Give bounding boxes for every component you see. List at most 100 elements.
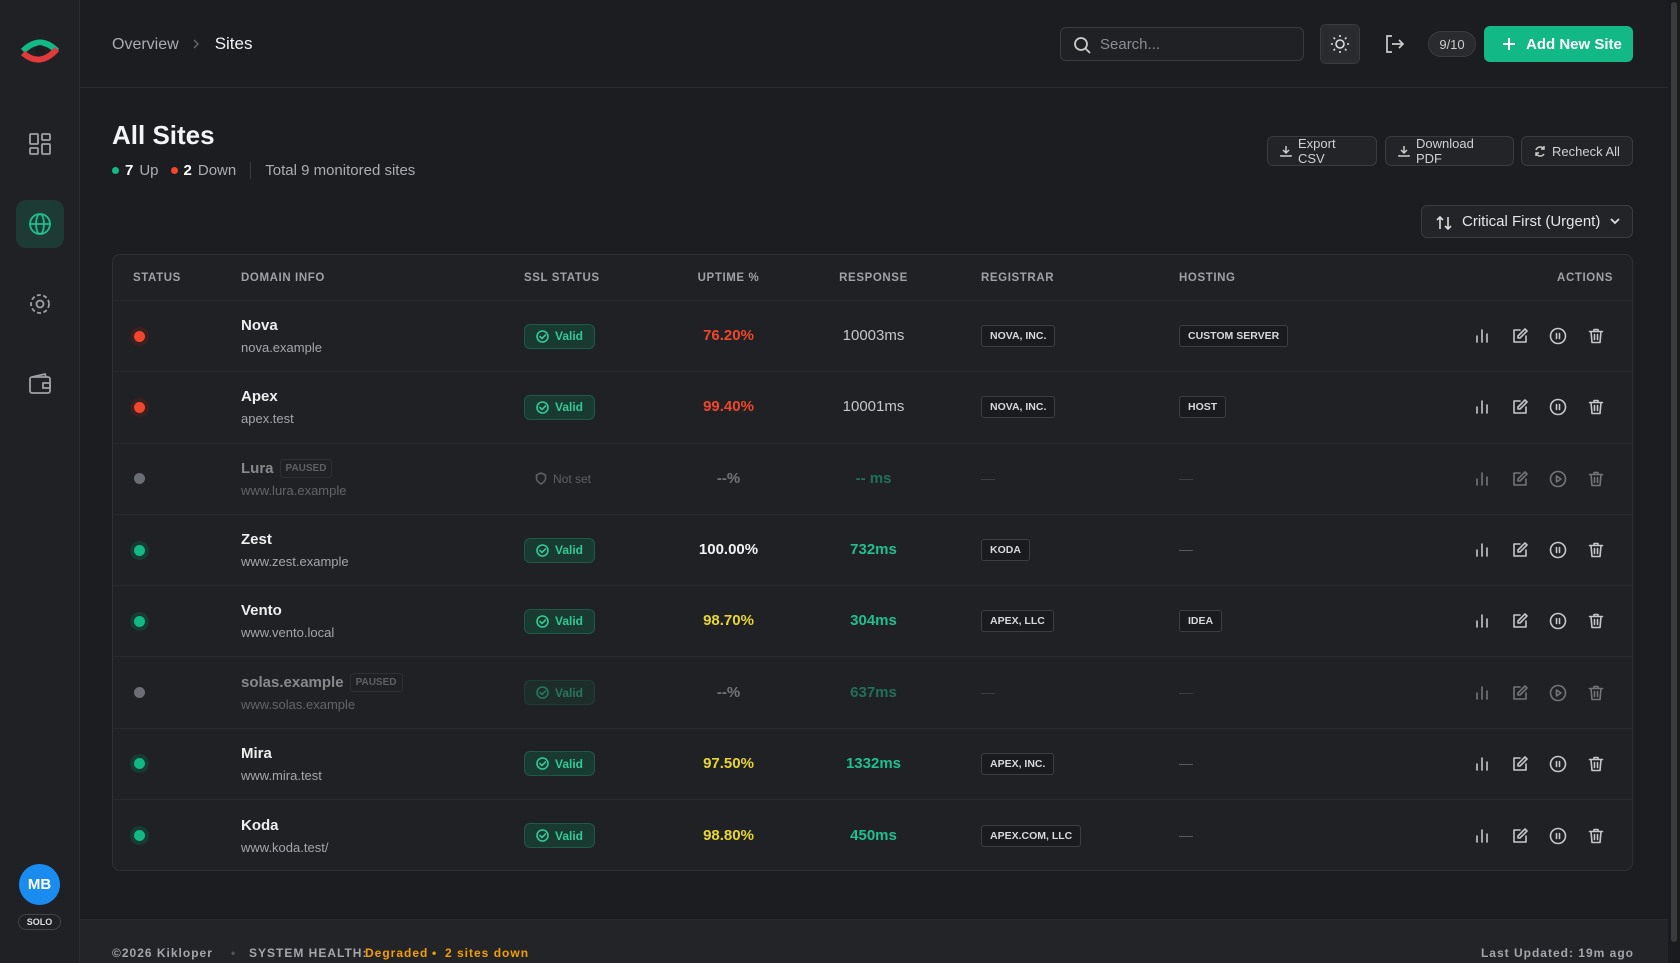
site-name-line: Koda xyxy=(241,817,504,835)
resume-button[interactable] xyxy=(1549,470,1567,488)
ssl-label: Not set xyxy=(553,471,592,486)
pause-button-glyph xyxy=(1549,541,1567,559)
breadcrumb-link[interactable]: Overview xyxy=(112,36,179,53)
breadcrumb: Overview Sites xyxy=(112,34,252,54)
pause-button[interactable] xyxy=(1549,827,1567,845)
ssl-label: Valid xyxy=(555,756,584,771)
site-row[interactable]: solas.example PAUSED www.solas.example Vali… xyxy=(113,657,1632,729)
site-name[interactable]: Koda xyxy=(241,816,279,834)
resume-button[interactable] xyxy=(1549,684,1567,702)
delete-button-glyph xyxy=(1588,328,1604,344)
delete-button[interactable] xyxy=(1587,470,1605,488)
site-name[interactable]: Vento xyxy=(241,602,282,620)
site-name[interactable]: Nova xyxy=(241,317,278,335)
pause-button[interactable] xyxy=(1549,327,1567,345)
hosting-cell: — xyxy=(1159,827,1421,845)
logo[interactable] xyxy=(20,34,60,68)
site-row[interactable]: Vento www.vento.local Valid 98.70% 304ms APEX… xyxy=(113,586,1632,658)
uptime-value: 98.80% xyxy=(703,826,754,844)
stats-button[interactable] xyxy=(1473,684,1491,702)
delete-button[interactable] xyxy=(1587,827,1605,845)
delete-button[interactable] xyxy=(1587,327,1605,345)
stats-button[interactable] xyxy=(1473,755,1491,773)
edit-button[interactable] xyxy=(1511,398,1529,416)
site-row[interactable]: Nova nova.example Valid 76.20% 10003ms NOVA, … xyxy=(113,301,1632,373)
edit-button[interactable] xyxy=(1511,827,1529,845)
response-value: 10003ms xyxy=(842,327,905,345)
nav-billing[interactable] xyxy=(16,360,64,408)
sort-icon xyxy=(1436,215,1452,231)
edit-button[interactable] xyxy=(1511,684,1529,702)
pause-button[interactable] xyxy=(1549,612,1567,630)
add-site-button[interactable]: Add New Site xyxy=(1484,26,1633,62)
nav-sites[interactable] xyxy=(16,200,64,248)
sort-select[interactable]: Critical First (Urgent) xyxy=(1421,205,1633,238)
theme-toggle[interactable] xyxy=(1320,24,1360,64)
search-input[interactable]: Search... xyxy=(1060,27,1304,61)
stats-button-glyph xyxy=(1476,543,1488,557)
actions-cell xyxy=(1421,398,1632,416)
site-name[interactable]: Mira xyxy=(241,744,272,762)
action-button[interactable]: Download PDF xyxy=(1385,136,1514,166)
site-name[interactable]: Apex xyxy=(241,388,278,406)
action-button[interactable]: Recheck All xyxy=(1521,136,1633,166)
ssl-icon xyxy=(536,757,549,771)
edit-button[interactable] xyxy=(1511,612,1529,630)
edit-button[interactable] xyxy=(1511,327,1529,345)
scrollbar[interactable] xyxy=(1668,0,1680,963)
ssl-status: Valid xyxy=(524,680,596,706)
site-row[interactable]: Mira www.mira.test Valid 97.50% 1332ms APEX, … xyxy=(113,729,1632,801)
avatar[interactable]: MB xyxy=(19,864,60,905)
edit-button[interactable] xyxy=(1511,470,1529,488)
stats-button[interactable] xyxy=(1473,541,1491,559)
hosting: CUSTOM SERVER xyxy=(1179,325,1289,348)
ssl-cell: Valid xyxy=(504,608,671,634)
logout-button[interactable] xyxy=(1374,24,1414,64)
stats-button-glyph xyxy=(1476,757,1488,771)
action-icon-glyph xyxy=(1398,146,1410,157)
status-dot xyxy=(134,401,145,413)
site-row[interactable]: Zest www.zest.example Valid 100.00% 732ms KOD… xyxy=(113,515,1632,587)
site-name[interactable]: solas.example xyxy=(241,673,344,691)
total-sites: Total 9 monitored sites xyxy=(265,162,416,179)
pause-button[interactable] xyxy=(1549,755,1567,773)
nav-dashboard[interactable] xyxy=(16,120,64,168)
ssl-icon-glyph xyxy=(536,829,549,843)
edit-button[interactable] xyxy=(1511,541,1529,559)
stats-button[interactable] xyxy=(1473,612,1491,630)
stats-button[interactable] xyxy=(1473,827,1491,845)
stats-button[interactable] xyxy=(1473,398,1491,416)
stats-button[interactable] xyxy=(1473,327,1491,345)
status-dot xyxy=(134,830,145,842)
uptime-cell: --% xyxy=(671,470,786,488)
delete-button[interactable] xyxy=(1587,684,1605,702)
stats-button[interactable] xyxy=(1473,470,1491,488)
pause-button[interactable] xyxy=(1549,541,1567,559)
site-name[interactable]: Lura xyxy=(241,459,274,477)
ssl-cell: Valid xyxy=(504,537,671,563)
site-row[interactable]: Apex apex.test Valid 99.40% 10001ms NOVA, INC… xyxy=(113,372,1632,444)
nav-settings[interactable] xyxy=(16,280,64,328)
pause-button[interactable] xyxy=(1549,398,1567,416)
action-icon-glyph xyxy=(1535,146,1545,157)
registrar: — xyxy=(981,683,995,700)
delete-button[interactable] xyxy=(1587,755,1605,773)
edit-button[interactable] xyxy=(1511,755,1529,773)
delete-button[interactable] xyxy=(1587,541,1605,559)
action-button[interactable]: Export CSV xyxy=(1267,136,1377,166)
delete-button[interactable] xyxy=(1587,612,1605,630)
ssl-status: Valid xyxy=(524,394,596,420)
domain-cell: Nova nova.example xyxy=(221,317,504,355)
pause-button-glyph xyxy=(1549,327,1567,345)
site-row[interactable]: Lura PAUSED www.lura.example Not set --% -- m… xyxy=(113,444,1632,515)
ssl-label: Valid xyxy=(555,685,584,700)
bullet: • xyxy=(231,946,237,960)
delete-button-glyph xyxy=(1588,471,1604,487)
delete-button[interactable] xyxy=(1587,398,1605,416)
site-name[interactable]: Zest xyxy=(241,531,272,549)
ssl-icon xyxy=(536,543,549,557)
site-row[interactable]: Koda www.koda.test/Valid 98.80% 450ms APEX.C… xyxy=(113,800,1632,870)
site-domain: www.zest.example xyxy=(241,554,349,570)
